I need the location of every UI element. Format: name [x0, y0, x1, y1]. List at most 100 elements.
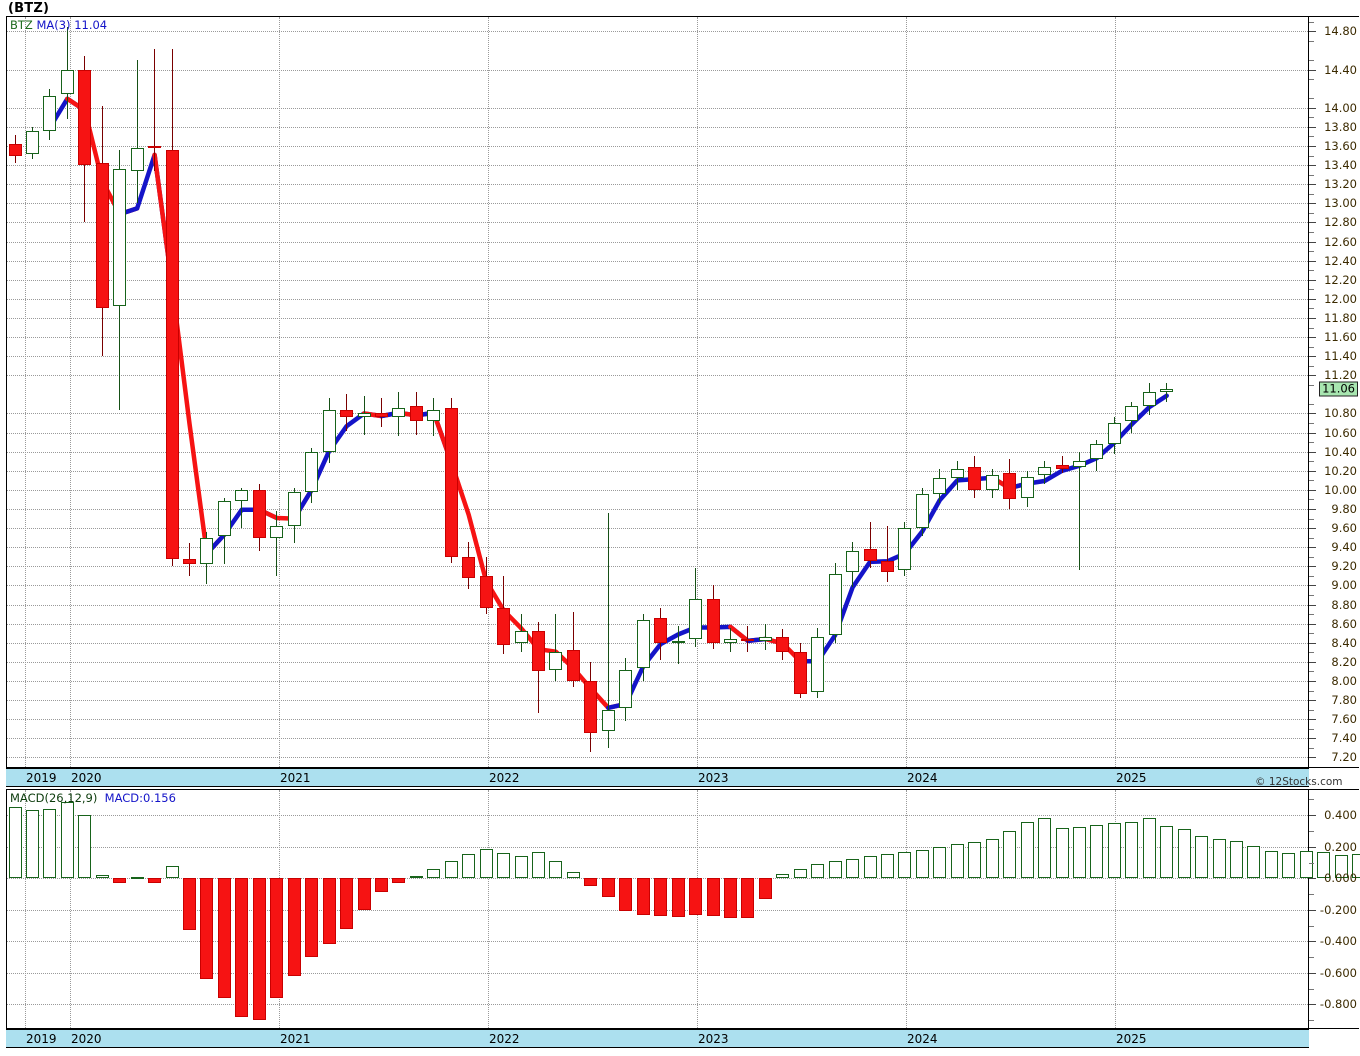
- price-axis-label: 10.00: [1324, 482, 1357, 497]
- gridline-h: [7, 126, 1308, 128]
- gridline-h: [7, 241, 1308, 243]
- macd-histogram-bar: [601, 878, 615, 898]
- candle-body: [1055, 465, 1069, 469]
- macd-histogram-bar: [514, 856, 528, 879]
- axis-tick: [1309, 107, 1316, 109]
- axis-tick: [1309, 241, 1316, 243]
- macd-histogram-bar: [1212, 838, 1226, 879]
- macd-histogram-bar: [532, 852, 545, 879]
- axis-tick: [1309, 222, 1316, 224]
- price-axis-label: 14.80: [1324, 24, 1357, 39]
- macd-histogram-bar: [584, 878, 598, 887]
- gridline-v: [70, 790, 71, 1028]
- axis-tick-minor: [1309, 894, 1314, 896]
- candle-wick: [607, 512, 609, 748]
- price-axis-label: 13.40: [1324, 158, 1357, 173]
- axis-tick-minor: [1309, 270, 1314, 272]
- macd-histogram-bar: [1125, 821, 1139, 879]
- macd-histogram-bar: [8, 806, 22, 879]
- gridline-h: [7, 451, 1308, 453]
- candle-body: [776, 637, 790, 653]
- gridline-h: [7, 566, 1308, 568]
- macd-histogram-bar: [654, 878, 668, 917]
- candle-body: [1125, 405, 1139, 422]
- axis-tick-minor: [1309, 925, 1314, 927]
- gridline-h: [7, 260, 1308, 262]
- macd-histogram-bar: [758, 878, 772, 899]
- macd-histogram-bar: [915, 849, 929, 879]
- axis-tick: [1309, 165, 1316, 167]
- macd-histogram-bar: [1317, 852, 1331, 879]
- candle-body: [235, 489, 249, 502]
- x-axis-year-label: 2019: [26, 1032, 57, 1046]
- candle-body: [532, 631, 545, 672]
- axis-tick: [1309, 1004, 1316, 1006]
- candle-body: [846, 551, 860, 573]
- macd-histogram-bar: [968, 842, 982, 879]
- axis-tick: [1309, 719, 1316, 721]
- candle-body: [1107, 423, 1121, 445]
- axis-tick: [1309, 509, 1316, 511]
- axis-tick-minor: [1309, 671, 1314, 673]
- axis-tick: [1309, 878, 1316, 880]
- price-axis-label: 9.00: [1331, 578, 1357, 593]
- macd-histogram-bar: [1107, 823, 1121, 879]
- axis-tick: [1309, 69, 1316, 71]
- macd-histogram-bar: [898, 852, 912, 879]
- axis-tick: [1309, 375, 1316, 377]
- gridline-h: [7, 298, 1308, 300]
- price-axis-label: 7.60: [1331, 712, 1357, 727]
- candle-body: [1160, 388, 1174, 393]
- macd-histogram-bar: [270, 878, 284, 999]
- price-axis-label: 10.80: [1324, 406, 1357, 421]
- macd-histogram-bar: [479, 849, 493, 879]
- gridline-h: [7, 972, 1308, 974]
- candle-body: [654, 617, 668, 643]
- candle-body: [741, 638, 755, 642]
- macd-histogram-bar: [130, 877, 144, 880]
- macd-histogram-bar: [1055, 827, 1069, 879]
- candle-body: [950, 468, 964, 479]
- gridline-h: [7, 757, 1308, 759]
- macd-histogram-bar: [549, 860, 563, 879]
- axis-tick-minor: [1309, 614, 1314, 616]
- candle-wick: [380, 398, 382, 427]
- axis-tick: [1309, 941, 1316, 943]
- axis-tick: [1309, 661, 1316, 663]
- axis-tick-minor: [1309, 728, 1314, 730]
- axis-tick-minor: [1309, 423, 1314, 425]
- gridline-v: [1115, 790, 1116, 1028]
- gridline-h: [7, 661, 1308, 663]
- candle-body: [706, 598, 720, 643]
- candle-body: [462, 556, 476, 578]
- candle-body: [619, 669, 633, 708]
- macd-histogram-bar: [357, 878, 371, 910]
- axis-tick: [1309, 317, 1316, 319]
- candle-body: [758, 637, 772, 641]
- candle-wick: [276, 510, 278, 576]
- candle-wick: [869, 522, 871, 569]
- gridline-h: [7, 681, 1308, 682]
- macd-histogram-bar: [723, 878, 737, 918]
- candle-body: [828, 574, 842, 636]
- gridline-h: [7, 432, 1308, 434]
- axis-tick-minor: [1309, 289, 1314, 291]
- axis-tick: [1309, 489, 1316, 491]
- gridline-h: [7, 585, 1308, 587]
- candle-body: [217, 501, 231, 536]
- candle-wick: [136, 59, 138, 204]
- price-chart-panel[interactable]: [6, 16, 1309, 768]
- x-axis-year-label: 2023: [698, 1032, 729, 1046]
- axis-tick-minor: [1309, 799, 1314, 801]
- legend-macd-value: MACD:0.156: [104, 791, 176, 805]
- macd-histogram-bar: [828, 860, 842, 879]
- macd-chart-panel[interactable]: [6, 789, 1360, 1029]
- axis-tick-minor: [1309, 633, 1314, 635]
- axis-tick-minor: [1309, 155, 1314, 157]
- gridline-h: [7, 509, 1308, 511]
- price-axis-label: 13.80: [1324, 119, 1357, 134]
- candle-body: [392, 407, 406, 418]
- gridline-h: [7, 165, 1308, 167]
- axis-tick-minor: [1309, 480, 1314, 482]
- axis-tick-minor: [1309, 690, 1314, 692]
